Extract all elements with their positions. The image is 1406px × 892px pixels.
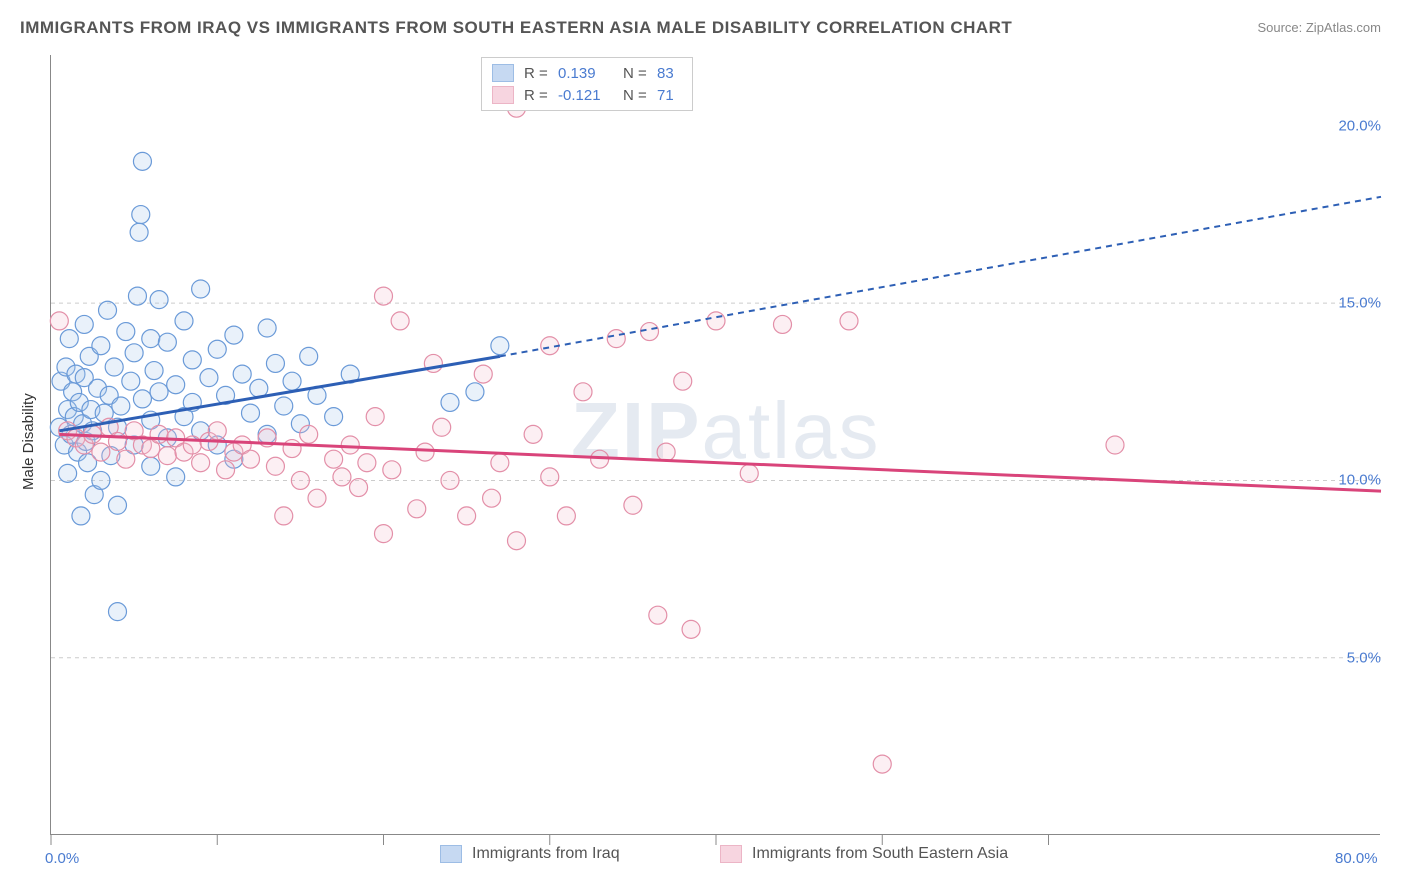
series-legend-sea: Immigrants from South Eastern Asia [720,845,1008,863]
y-tick-label: 5.0% [1347,649,1381,666]
source-label: Source: [1257,20,1305,35]
x-tick-label: 80.0% [1335,850,1378,867]
source-name: ZipAtlas.com [1306,20,1381,35]
swatch-iraq [492,64,514,82]
source-attribution: Source: ZipAtlas.com [1257,20,1381,35]
x-tick-label: 0.0% [45,850,79,867]
n-value-iraq: 83 [657,65,682,82]
n-label: N = [623,65,647,82]
plot-area: ZIPatlas R = 0.139 N = 83 R = -0.121 N =… [50,55,1380,835]
series-legend-iraq: Immigrants from Iraq [440,845,620,863]
y-tick-label: 10.0% [1338,472,1381,489]
r-value-sea: -0.121 [558,87,613,104]
y-tick-label: 20.0% [1338,117,1381,134]
series-label-sea: Immigrants from South Eastern Asia [752,845,1008,863]
stats-legend-row-sea: R = -0.121 N = 71 [492,84,682,106]
r-label: R = [524,87,548,104]
swatch-sea [492,86,514,104]
series-label-iraq: Immigrants from Iraq [472,845,620,863]
swatch-sea [720,845,742,863]
n-value-sea: 71 [657,87,682,104]
r-label: R = [524,65,548,82]
chart-title: IMMIGRANTS FROM IRAQ VS IMMIGRANTS FROM … [20,18,1012,38]
stats-legend: R = 0.139 N = 83 R = -0.121 N = 71 [481,57,693,111]
n-label: N = [623,87,647,104]
y-tick-label: 15.0% [1338,295,1381,312]
swatch-iraq [440,845,462,863]
y-axis-label: Male Disability [20,393,37,490]
chart-container: IMMIGRANTS FROM IRAQ VS IMMIGRANTS FROM … [0,0,1406,892]
plot-svg [51,55,1380,834]
stats-legend-row-iraq: R = 0.139 N = 83 [492,62,682,84]
r-value-iraq: 0.139 [558,65,613,82]
